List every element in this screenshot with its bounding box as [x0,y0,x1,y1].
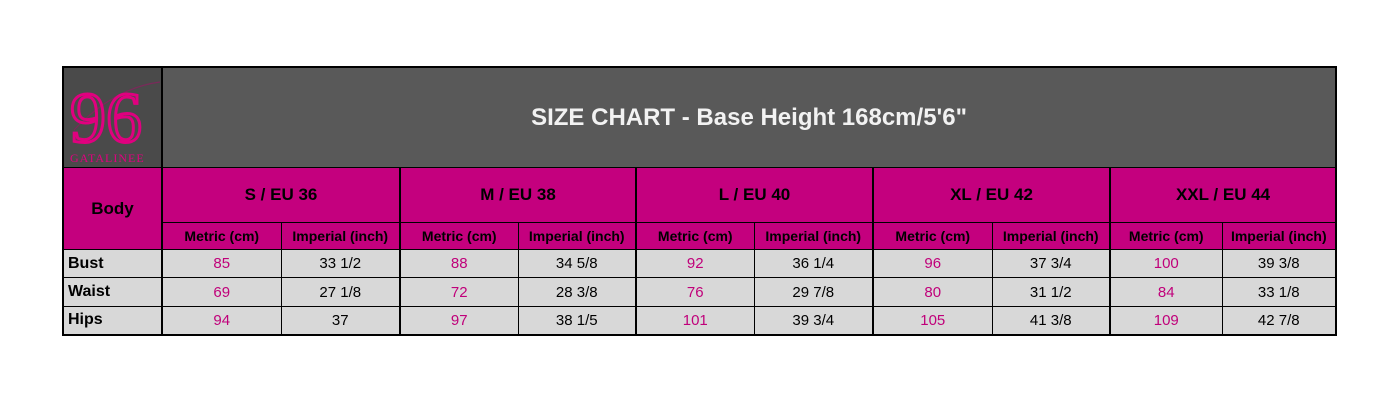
cell-imperial: 39 3/4 [753,305,874,336]
unit-header-imperial: Imperial (inch) [991,221,1111,251]
cell-imperial: 41 3/8 [991,305,1111,336]
cell-metric: 88 [399,249,519,279]
cell-metric: 76 [635,277,755,307]
unit-header-metric: Metric (cm) [635,221,755,251]
unit-header-metric: Metric (cm) [872,221,993,251]
size-header-l: L / EU 40 [635,167,874,223]
cell-metric: 101 [635,305,755,336]
chart-title: SIZE CHART - Base Height 168cm/5'6" [161,66,1337,169]
cell-imperial: 37 [280,305,401,336]
cell-metric: 105 [872,305,993,336]
table-row: Waist 69 27 1/8 72 28 3/8 76 29 7/8 80 3… [62,277,1337,307]
size-header-m: M / EU 38 [399,167,637,223]
size-header-xxl: XXL / EU 44 [1109,167,1338,223]
cell-imperial: 27 1/8 [280,277,401,307]
cell-metric: 85 [161,249,282,279]
cell-imperial: 31 1/2 [991,277,1111,307]
unit-header-imperial: Imperial (inch) [517,221,637,251]
size-chart-table: 96 GATALINEE SIZE CHART - Base Height 16… [62,66,1338,336]
cell-imperial: 33 1/2 [280,249,401,279]
logo-number: 96 [70,78,142,158]
table-row: Hips 94 37 97 38 1/5 101 39 3/4 105 41 3… [62,305,1337,336]
cell-imperial: 38 1/5 [517,305,637,336]
cell-imperial: 36 1/4 [753,249,874,279]
brand-logo: 96 GATALINEE [62,66,163,169]
unit-header-metric: Metric (cm) [399,221,519,251]
cell-metric: 94 [161,305,282,336]
body-header: Body [62,167,163,251]
size-header-xl: XL / EU 42 [872,167,1111,223]
cell-imperial: 29 7/8 [753,277,874,307]
cell-metric: 84 [1109,277,1223,307]
cell-imperial: 33 1/8 [1221,277,1337,307]
unit-header-imperial: Imperial (inch) [753,221,874,251]
cell-imperial: 28 3/8 [517,277,637,307]
cell-metric: 72 [399,277,519,307]
cell-imperial: 34 5/8 [517,249,637,279]
unit-header-metric: Metric (cm) [1109,221,1223,251]
cell-imperial: 42 7/8 [1221,305,1337,336]
cell-imperial: 39 3/8 [1221,249,1337,279]
cell-imperial: 37 3/4 [991,249,1111,279]
row-label-hips: Hips [62,305,163,336]
size-header-s: S / EU 36 [161,167,401,223]
logo-wordmark: GATALINEE [70,151,145,165]
row-label-bust: Bust [62,249,163,279]
cell-metric: 100 [1109,249,1223,279]
cell-metric: 69 [161,277,282,307]
cell-metric: 109 [1109,305,1223,336]
row-label-waist: Waist [62,277,163,307]
logo-96-icon: 96 GATALINEE [69,77,160,165]
unit-header-imperial: Imperial (inch) [280,221,401,251]
cell-metric: 97 [399,305,519,336]
cell-metric: 96 [872,249,993,279]
unit-header-metric: Metric (cm) [161,221,282,251]
table-row: Bust 85 33 1/2 88 34 5/8 92 36 1/4 96 37… [62,249,1337,279]
unit-header-imperial: Imperial (inch) [1221,221,1337,251]
cell-metric: 80 [872,277,993,307]
cell-metric: 92 [635,249,755,279]
